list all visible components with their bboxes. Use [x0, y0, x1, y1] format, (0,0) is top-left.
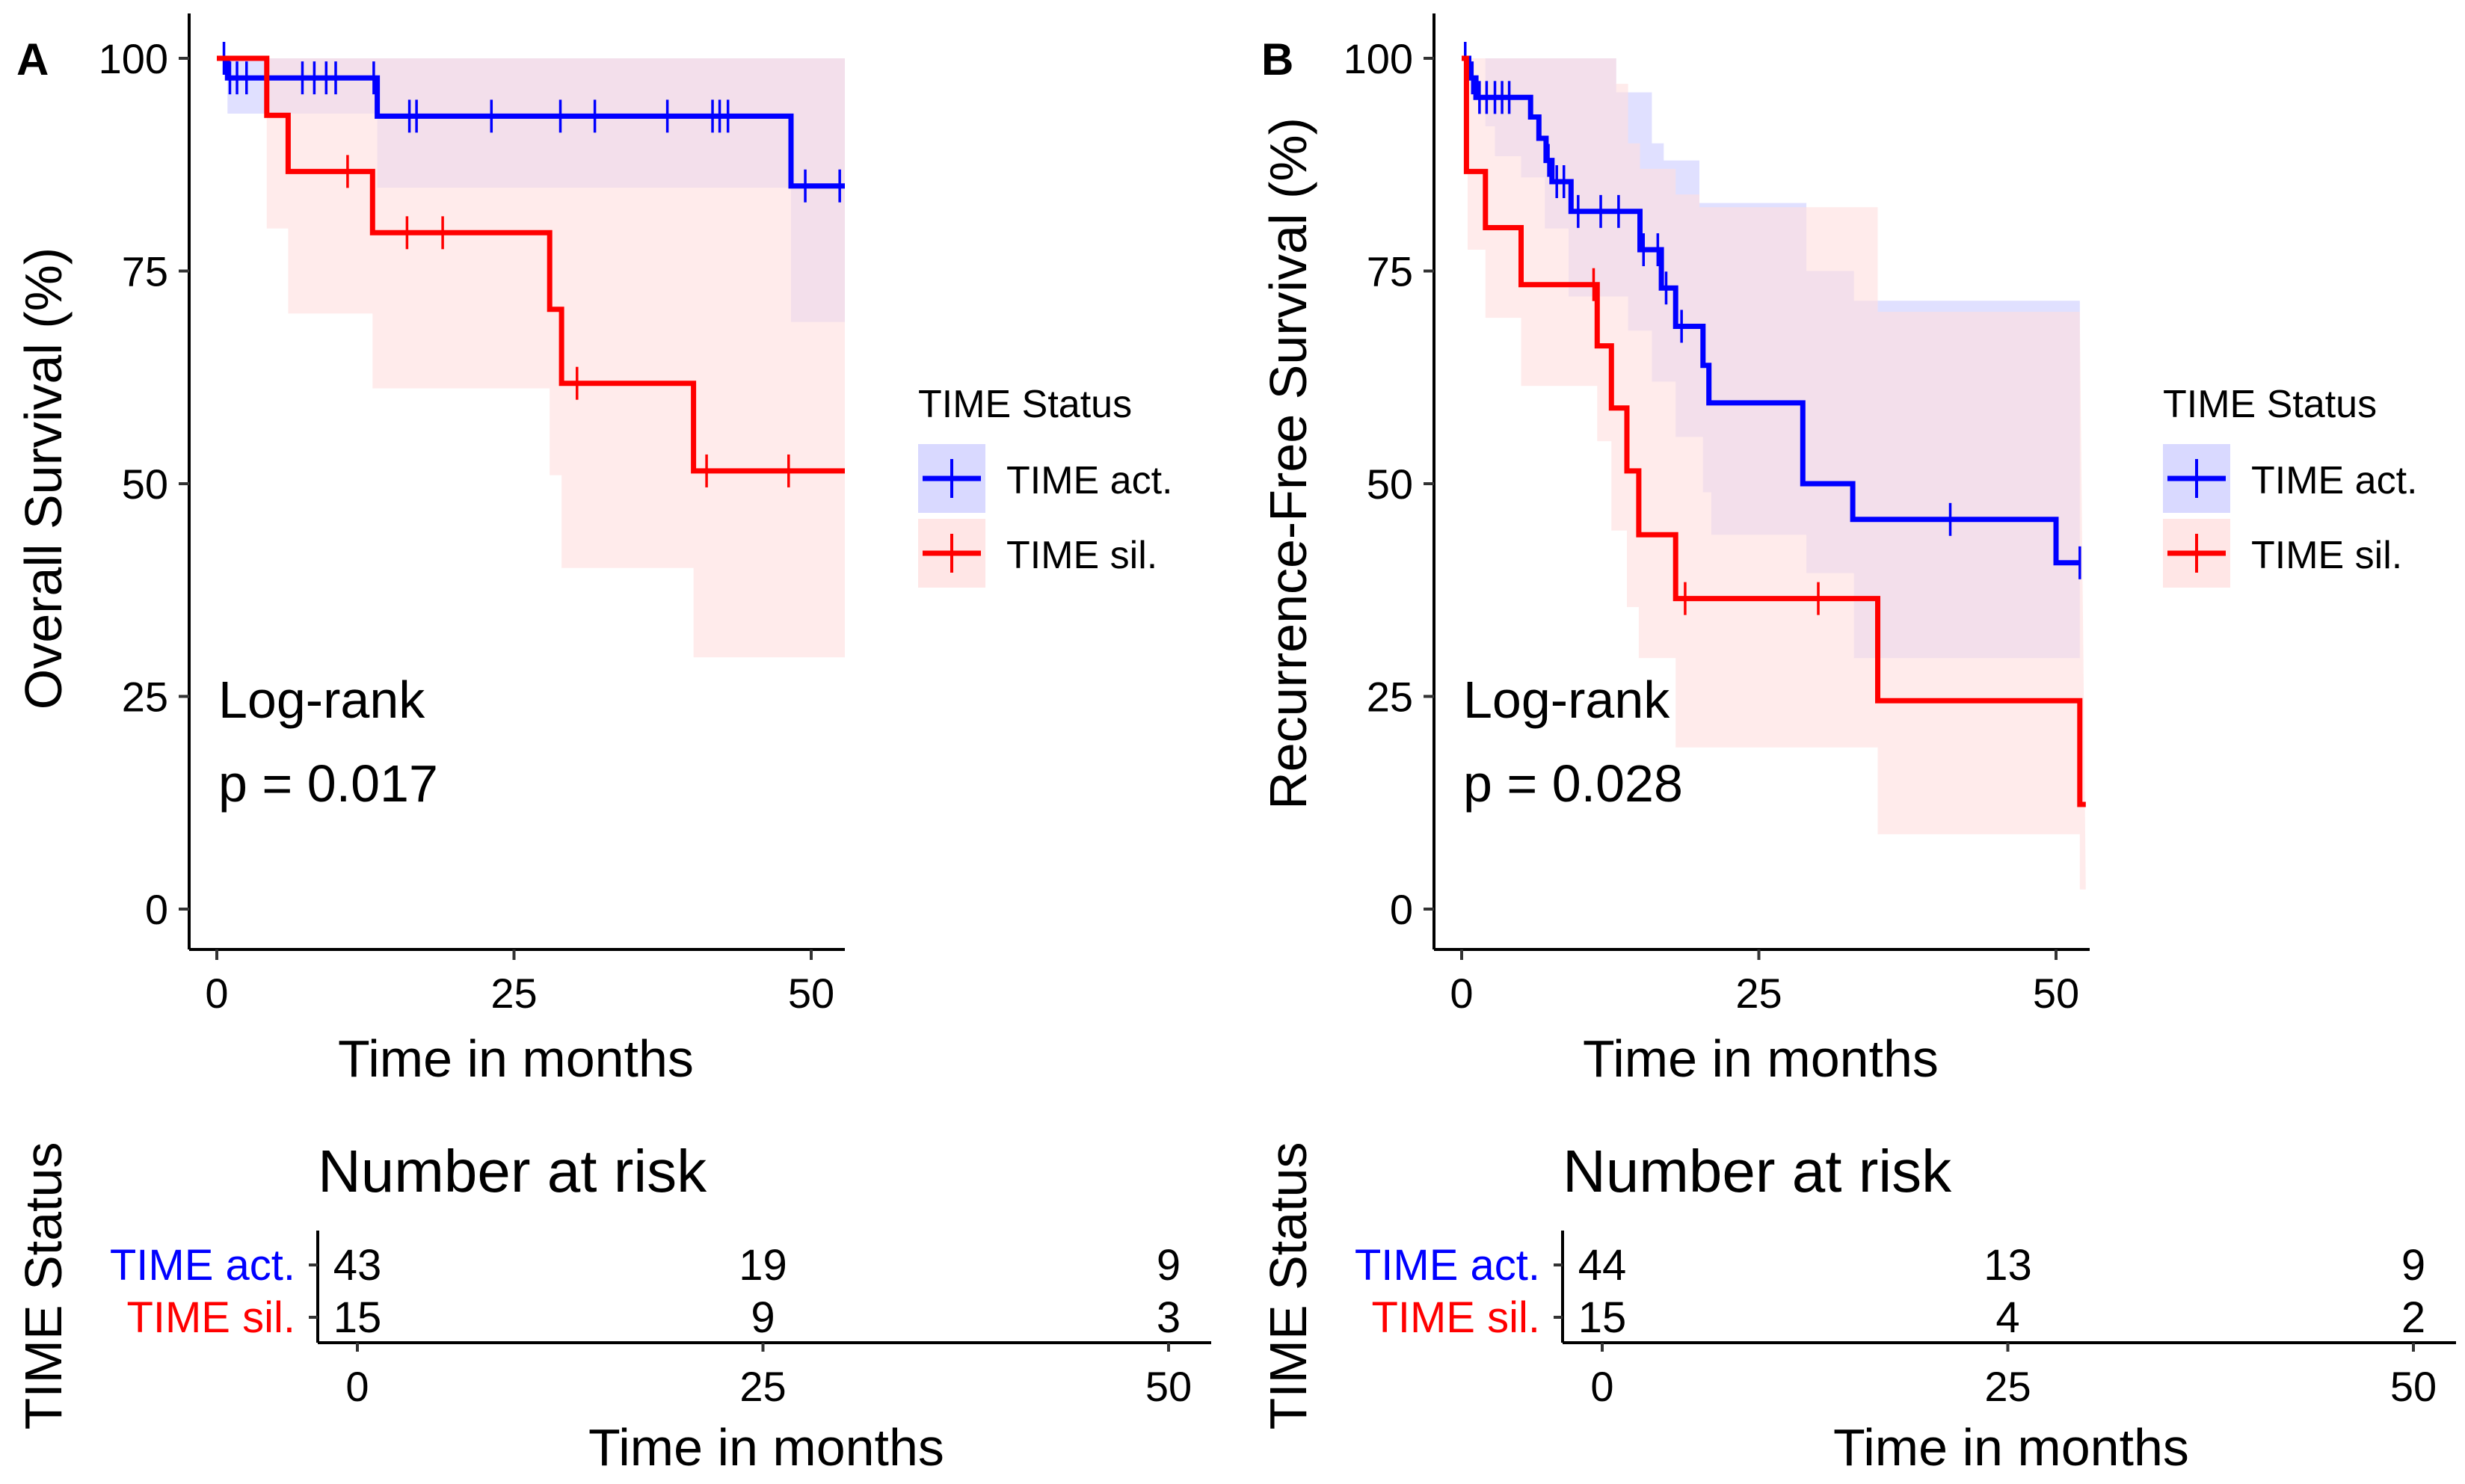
x-tick-label: 50 — [2033, 970, 2079, 1017]
risk-y-axis-title: TIME Status — [14, 1142, 73, 1429]
y-tick-label: 75 — [1367, 248, 1413, 295]
ci-band-sil — [1462, 58, 2086, 890]
risk-table-title: Number at risk — [318, 1138, 707, 1204]
y-tick-label: 0 — [145, 886, 168, 933]
logrank-label: Log-rank — [218, 671, 425, 729]
risk-count: 15 — [333, 1293, 382, 1342]
legend-label-sil: TIME sil. — [2251, 534, 2402, 577]
risk-group-label: TIME sil. — [126, 1293, 295, 1342]
risk-x-tick-label: 0 — [1590, 1363, 1613, 1410]
risk-count: 44 — [1578, 1241, 1627, 1290]
risk-count: 9 — [751, 1293, 775, 1342]
survival-line-sil — [217, 55, 845, 474]
survival-line-sil — [1462, 55, 2086, 807]
risk-x-tick-label: 50 — [1145, 1363, 1192, 1410]
legend-label-act: TIME act. — [1006, 459, 1172, 502]
risk-count: 4 — [1995, 1293, 2019, 1342]
y-tick-label: 25 — [122, 674, 168, 721]
panel-a: 0 25 50 75 100 0 25 50 Time in months Overall Sur… — [14, 13, 1211, 1477]
legend-title: TIME Status — [2163, 383, 2377, 426]
ci-band-sil — [217, 58, 845, 658]
p-value: p = 0.028 — [1463, 754, 1683, 813]
y-tick-label: 0 — [1390, 886, 1413, 933]
panel-letter: A — [16, 34, 49, 84]
x-tick-label: 25 — [1735, 970, 1782, 1017]
y-tick-label: 100 — [1344, 35, 1413, 82]
risk-count: 9 — [1157, 1241, 1181, 1290]
panel-letter: B — [1261, 34, 1293, 84]
legend-title: TIME Status — [918, 383, 1132, 426]
plot-area — [1462, 42, 2086, 890]
risk-group-label: TIME act. — [110, 1241, 295, 1290]
panel-b: 0 25 50 75 100 0 25 50 Time in months Recurrence-… — [1259, 13, 2456, 1477]
risk-count: 3 — [1157, 1293, 1181, 1342]
x-tick-label: 25 — [490, 970, 537, 1017]
risk-x-tick-label: 0 — [345, 1363, 369, 1410]
plot-area — [217, 42, 845, 658]
risk-count: 13 — [1984, 1241, 2032, 1290]
risk-x-axis-title: Time in months — [588, 1418, 944, 1477]
risk-table-title: Number at risk — [1563, 1138, 1952, 1204]
logrank-label: Log-rank — [1463, 671, 1670, 729]
risk-group-label: TIME sil. — [1371, 1293, 1540, 1342]
y-tick-label: 25 — [1367, 674, 1413, 721]
risk-count: 9 — [2401, 1241, 2425, 1290]
legend-label-act: TIME act. — [2251, 459, 2417, 502]
risk-count: 43 — [333, 1241, 382, 1290]
y-tick-label: 100 — [99, 35, 168, 82]
risk-count: 15 — [1578, 1293, 1627, 1342]
survival-line-act — [1462, 55, 2080, 566]
y-tick-label: 75 — [122, 248, 168, 295]
risk-x-tick-label: 50 — [2390, 1363, 2437, 1410]
y-tick-label: 50 — [1367, 461, 1413, 508]
x-tick-label: 0 — [1450, 970, 1473, 1017]
x-axis-title: Time in months — [1583, 1029, 1939, 1088]
y-tick-label: 50 — [122, 461, 168, 508]
risk-count: 2 — [2401, 1293, 2425, 1342]
risk-x-tick-label: 25 — [739, 1363, 786, 1410]
risk-group-label: TIME act. — [1355, 1241, 1540, 1290]
x-axis-title: Time in months — [338, 1029, 694, 1088]
risk-y-axis-title: TIME Status — [1259, 1142, 1317, 1429]
survival-line-act — [217, 55, 845, 189]
legend-label-sil: TIME sil. — [1006, 534, 1157, 577]
risk-x-tick-label: 25 — [1984, 1363, 2031, 1410]
risk-count: 19 — [739, 1241, 787, 1290]
y-axis-title: Recurrence-Free Survival (%) — [1259, 117, 1317, 810]
y-axis-title: Overall Survival (%) — [14, 247, 73, 709]
x-tick-label: 50 — [788, 970, 834, 1017]
p-value: p = 0.017 — [218, 754, 438, 813]
x-tick-label: 0 — [205, 970, 228, 1017]
risk-x-axis-title: Time in months — [1833, 1418, 2189, 1477]
